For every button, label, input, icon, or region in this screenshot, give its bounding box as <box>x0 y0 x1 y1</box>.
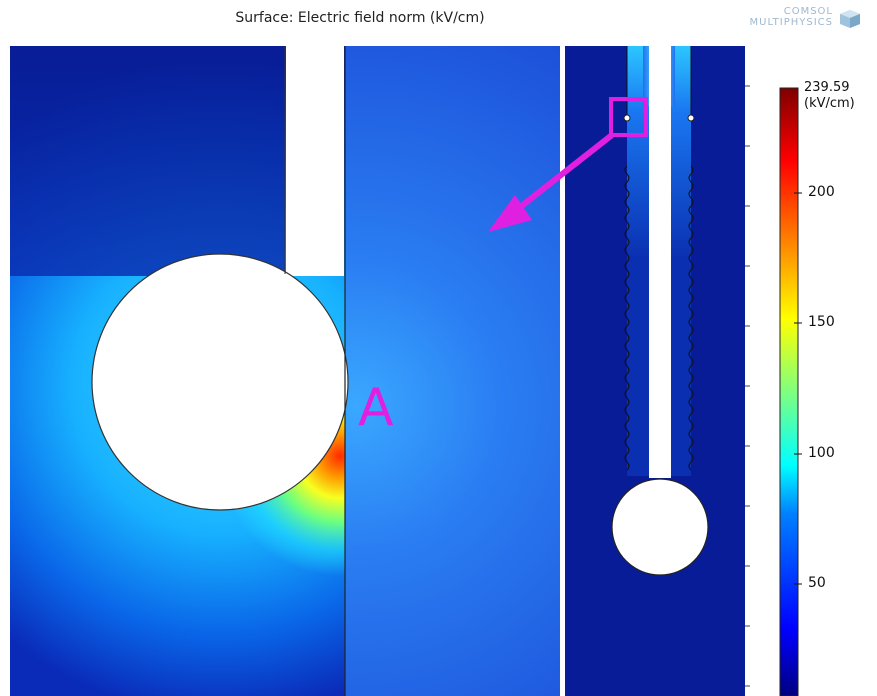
colorbar-tick-label: 100 <box>808 445 835 461</box>
point-a-label: A <box>358 378 394 438</box>
logo-line1: COMSOL <box>783 6 833 17</box>
logo-line2: MULTIPHYSICS <box>749 17 833 28</box>
plot-title: Surface: Electric field norm (kV/cm) <box>235 10 485 26</box>
left-wall-wave <box>624 165 630 471</box>
colorbar-tick-label: 50 <box>808 575 826 591</box>
right-field-region <box>345 46 560 696</box>
zoomed-field-plot <box>10 46 560 696</box>
zoom-box <box>609 97 648 137</box>
colorbar-tick-label: 150 <box>808 314 835 330</box>
overview-geometry-plot <box>565 46 750 696</box>
colorbar-tick-label: 200 <box>808 184 835 200</box>
colorbar <box>779 87 802 696</box>
colorbar-max-value: 239.59 <box>804 80 850 95</box>
overview-axis-ticks <box>745 85 750 687</box>
marker-dot-left <box>623 114 631 122</box>
slot-cutout <box>286 46 344 276</box>
colorbar-max: 239.59 (kV/cm) <box>804 80 855 112</box>
zoom-arrow-shaft <box>508 132 614 218</box>
colorbar-unit: (kV/cm) <box>804 96 855 111</box>
bottom-disk <box>611 478 709 576</box>
center-electrode <box>649 46 671 478</box>
zoom-arrow-head <box>488 195 532 232</box>
logo-cube-icon <box>840 10 860 28</box>
colorbar-gradient <box>779 87 799 696</box>
marker-dot-right <box>687 114 695 122</box>
circular-cutout <box>91 253 349 511</box>
comsol-logo: COMSOL MULTIPHYSICS <box>713 6 863 32</box>
right-wall-wave <box>688 165 694 471</box>
